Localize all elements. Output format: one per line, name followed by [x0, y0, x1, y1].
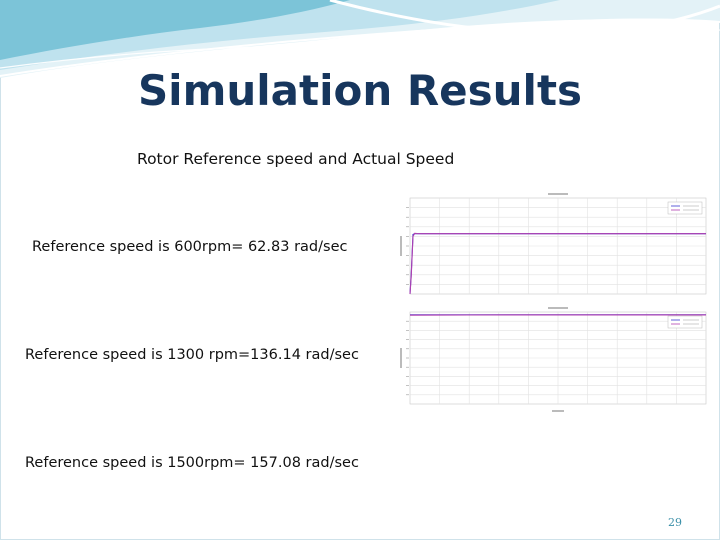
reference-speed-line-600: Reference speed is 600rpm= 62.83 rad/sec — [32, 239, 348, 255]
swoosh-band-dark — [0, 0, 350, 60]
chart-1-ylabel-mark — [400, 348, 402, 368]
reference-speed-line-1300: Reference speed is 1300 rpm=136.14 rad/s… — [25, 347, 359, 363]
chart-0-ylabel-mark — [400, 236, 402, 256]
slide-subtitle: Rotor Reference speed and Actual Speed — [137, 150, 455, 168]
swoosh-line-3 — [0, 29, 720, 69]
reference-speed-line-1500: Reference speed is 1500rpm= 157.08 rad/s… — [25, 455, 359, 471]
slide-title: Simulation Results — [137, 66, 583, 115]
chart-0-legend — [667, 201, 703, 215]
chart-0-series-1-line — [409, 232, 706, 295]
page-number: 29 — [668, 516, 682, 529]
chart-1-title-mark — [548, 307, 568, 309]
swoosh-line-1 — [0, 18, 720, 77]
chart-0-title-mark — [548, 193, 568, 195]
swoosh-line-2 — [329, 0, 720, 35]
chart-1-xlabel-mark — [552, 410, 564, 412]
speed-charts — [400, 193, 707, 412]
header-swoosh — [0, 0, 720, 78]
chart-1-legend — [667, 315, 703, 329]
